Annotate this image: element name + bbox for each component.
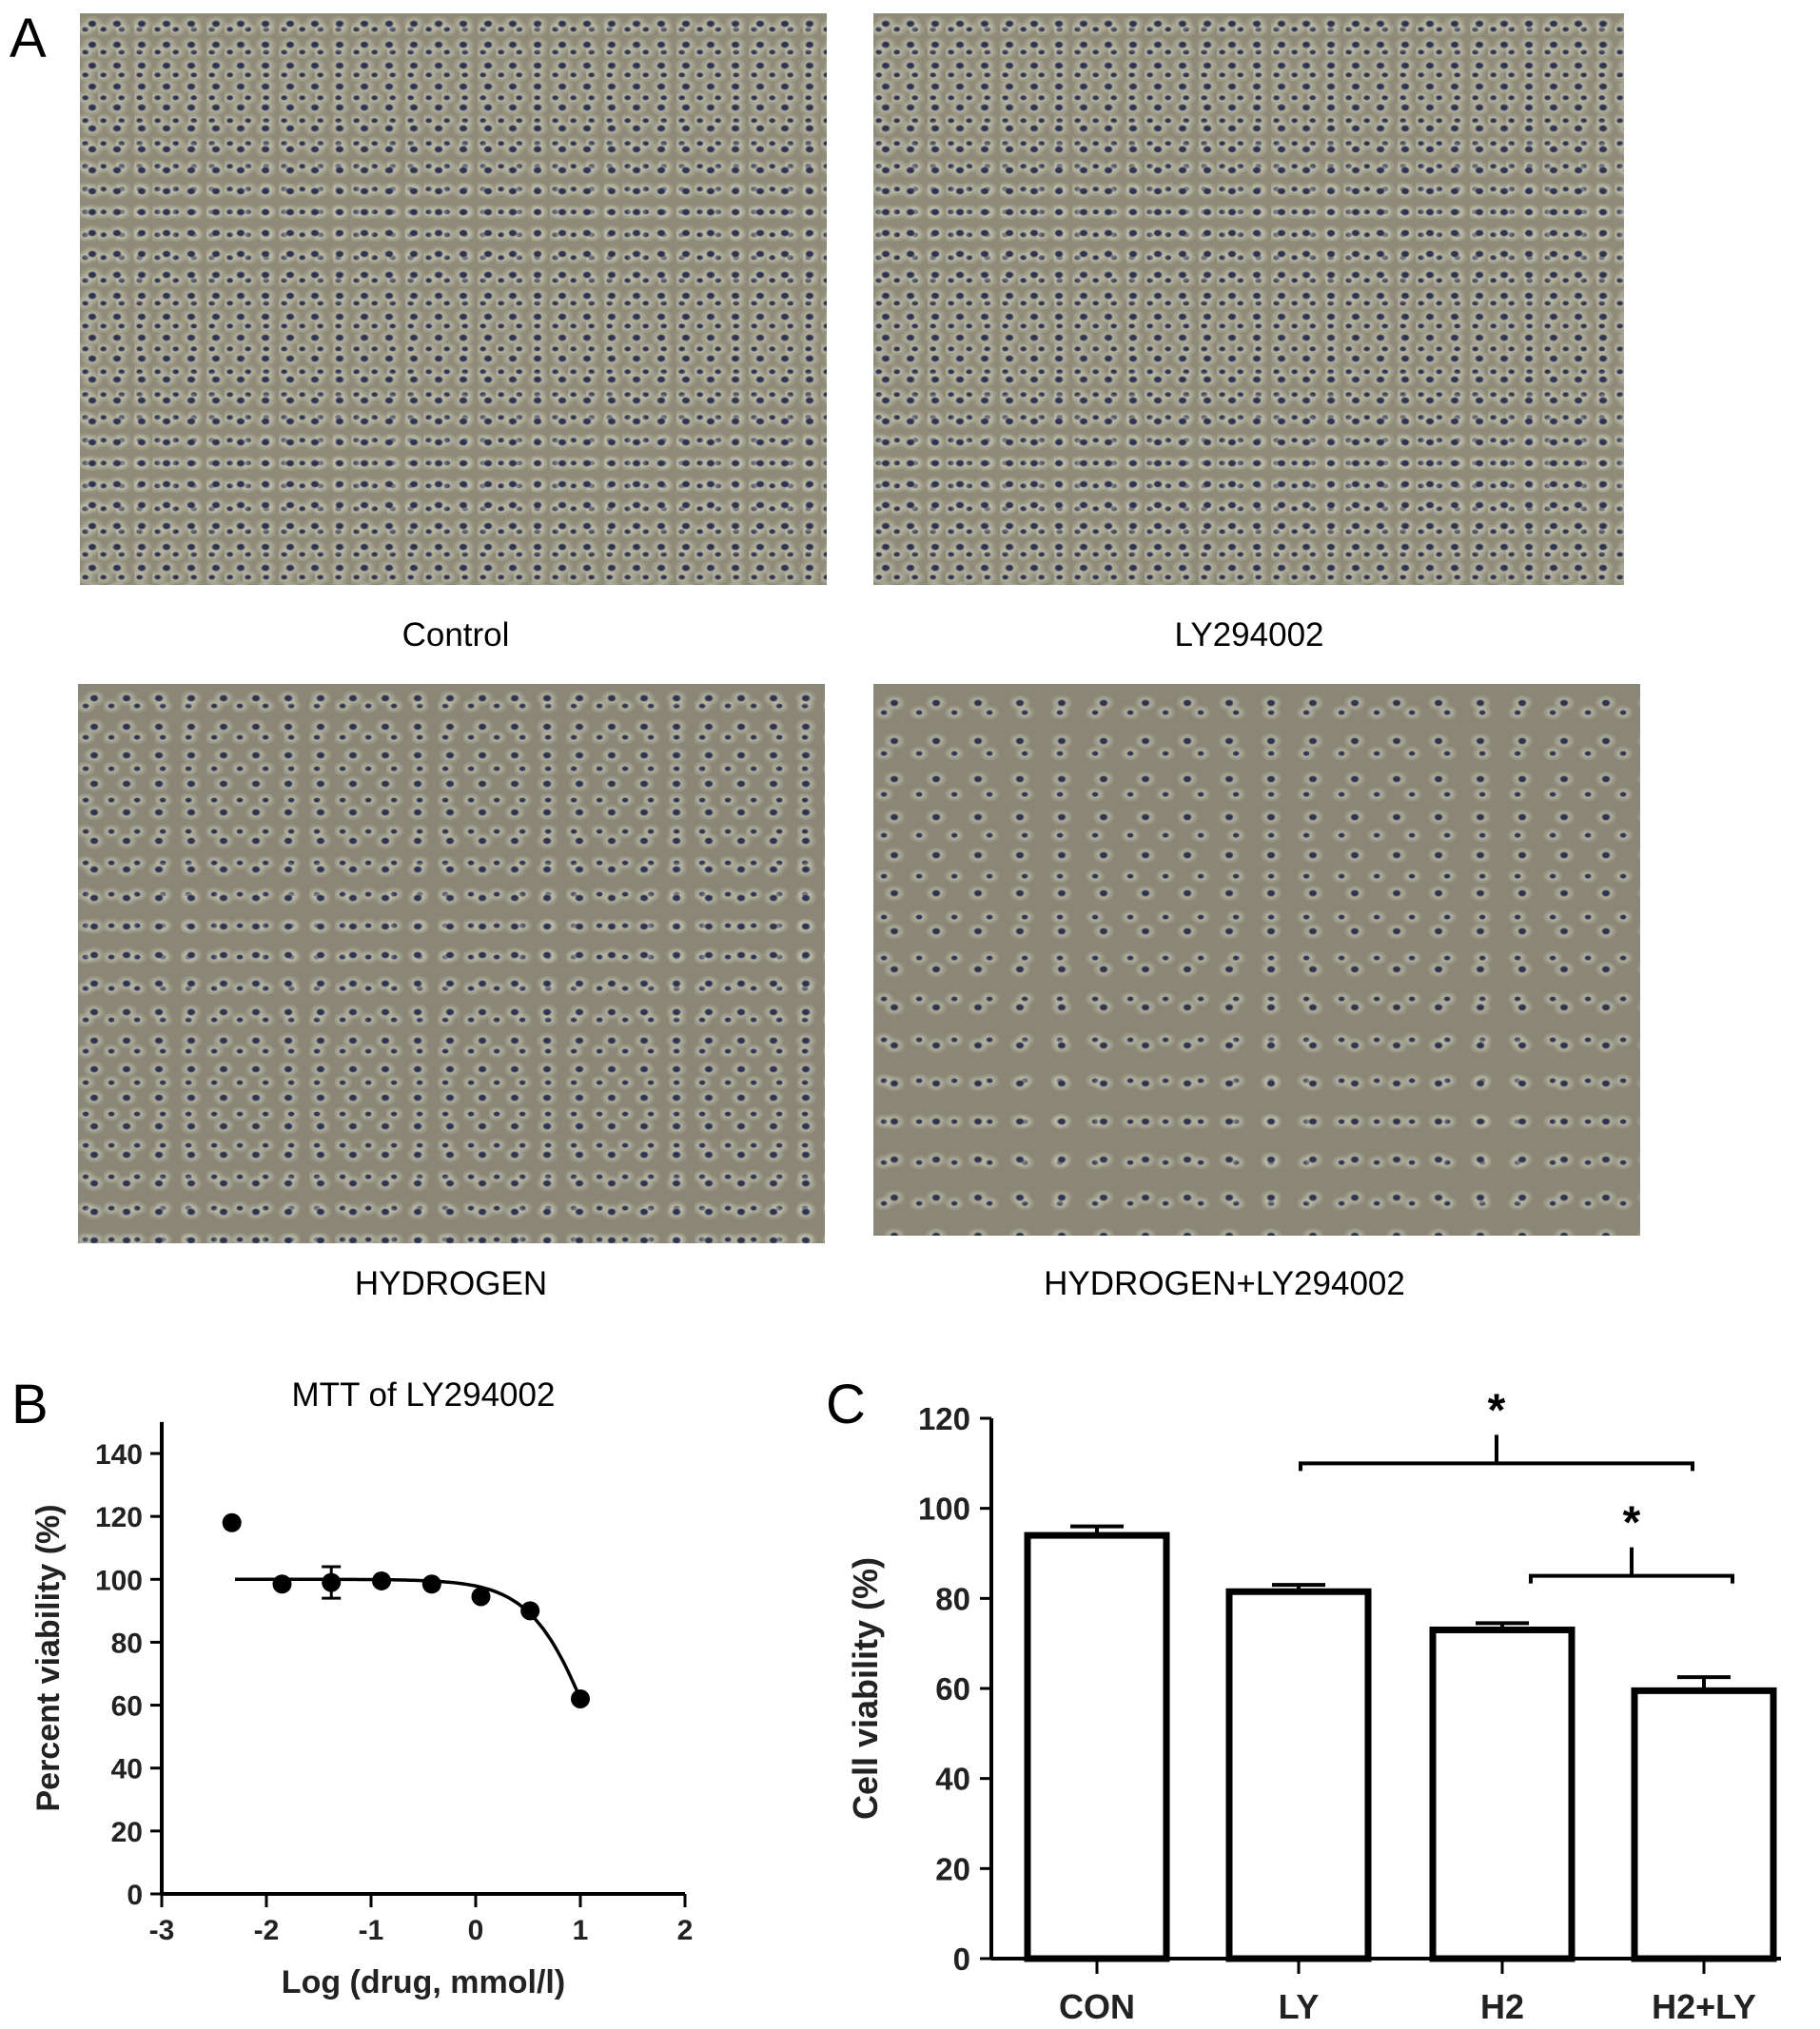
chart-c-y-tick-label: 60: [935, 1671, 970, 1707]
chart-b-y-tick-label: 140: [95, 1439, 143, 1471]
chart-c-significance-bracket: [1299, 1434, 1694, 1472]
chart-b-data-point: [372, 1571, 391, 1590]
chart-b-data-point: [421, 1574, 441, 1594]
chart-c-bar-ly: [1225, 1588, 1372, 1962]
micrograph-hydrogen-ly294002: [873, 684, 1640, 1236]
chart-b-data-point: [571, 1688, 590, 1708]
chart-b-x-tick-label: 2: [677, 1915, 694, 1946]
chart-b-y-tick-label: 100: [95, 1565, 143, 1596]
chart-b-y-tick-label: 120: [95, 1502, 143, 1533]
chart-c-x-tick-label: H2+LY: [1652, 1987, 1756, 2026]
caption-hydrogen-ly294002: HYDROGEN+LY294002: [1044, 1265, 1405, 1302]
chart-c-bar-h2: [1429, 1626, 1575, 1962]
chart-b-data-point: [520, 1601, 540, 1621]
chart-b-data-point: [471, 1587, 491, 1607]
chart-b-y-tick-label: 60: [111, 1691, 143, 1723]
micrograph-control: [80, 13, 827, 585]
chart-b-data-point: [272, 1574, 292, 1594]
chart-b-y-tick-label: 80: [111, 1628, 143, 1659]
chart-b-data-point: [322, 1572, 342, 1592]
chart-c-y-tick-label: 120: [918, 1401, 970, 1436]
chart-b-x-tick-label: -2: [254, 1915, 280, 1946]
chart-c-significance-bracket: [1529, 1547, 1734, 1584]
micrograph-ly294002: [873, 13, 1624, 585]
chart-c-y-axis-label: Cell viability (%): [846, 1557, 885, 1820]
chart-c-bar-h2-ly: [1631, 1687, 1777, 1962]
chart-c-x-tick-label: LY: [1279, 1987, 1320, 2026]
caption-ly294002: LY294002: [1174, 616, 1324, 654]
chart-c-y-tick-label: 20: [935, 1851, 970, 1886]
chart-c-y-tick-label: 40: [935, 1762, 970, 1797]
chart-b-x-tick-label: 0: [468, 1915, 484, 1946]
chart-b-fit-curve: [235, 1577, 582, 1700]
panel-a-label: A: [10, 8, 47, 69]
chart-b-x-tick-label: -3: [149, 1915, 175, 1946]
chart-c-bar-con: [1024, 1532, 1170, 1962]
chart-c-significance-star: *: [1623, 1498, 1641, 1549]
chart-c-y-tick-label: 100: [918, 1492, 970, 1527]
chart-b-title: MTT of LY294002: [292, 1376, 556, 1414]
chart-b-y-tick-label: 0: [127, 1880, 143, 1911]
panel-c-label: C: [826, 1374, 866, 1435]
chart-c-significance-star: *: [1488, 1385, 1506, 1435]
panel-b-label: B: [11, 1374, 49, 1435]
chart-c-x-tick-label: CON: [1059, 1987, 1135, 2026]
chart-c-y-tick-label: 0: [953, 1941, 970, 1977]
chart-c-x-tick-label: H2: [1480, 1987, 1524, 2026]
chart-b-y-axis-label: Percent viability (%): [30, 1504, 67, 1811]
caption-control: Control: [401, 616, 510, 654]
chart-b-data-point: [222, 1512, 242, 1532]
chart-b-y-tick-label: 40: [111, 1754, 143, 1785]
caption-hydrogen: HYDROGEN: [354, 1265, 548, 1302]
chart-b-x-tick-label: -1: [359, 1915, 384, 1946]
chart-b-x-tick-label: 1: [573, 1915, 589, 1946]
chart-b-y-tick-label: 20: [111, 1817, 143, 1848]
micrograph-hydrogen: [78, 684, 825, 1243]
chart-b-x-axis-label: Log (drug, mmol/l): [282, 1964, 565, 2000]
chart-c-y-tick-label: 80: [935, 1581, 970, 1616]
